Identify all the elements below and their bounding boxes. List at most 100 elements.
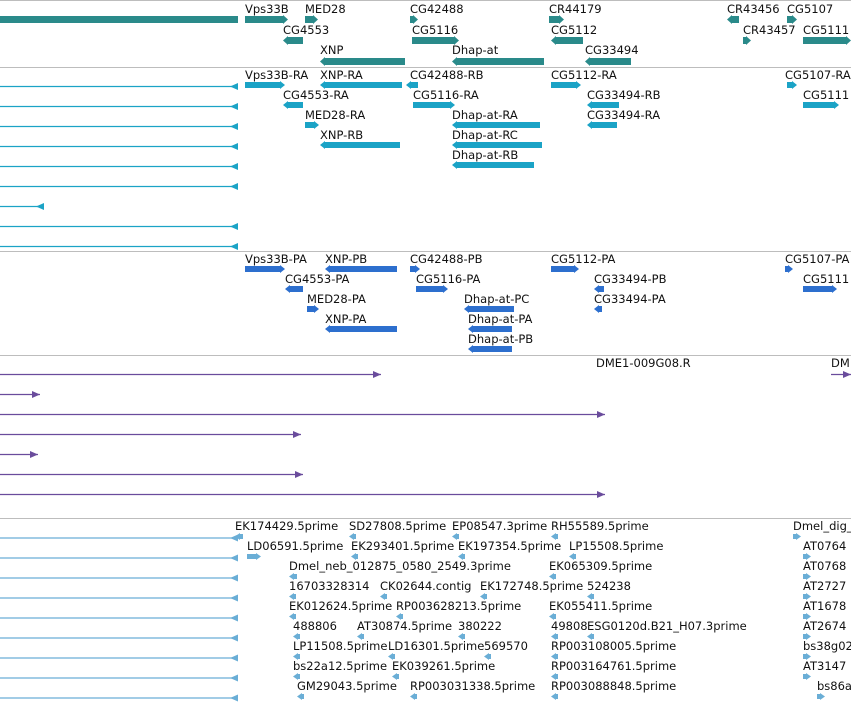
feature-glyph[interactable]: [551, 653, 558, 660]
feature-glyph[interactable]: [0, 554, 238, 562]
feature-glyph[interactable]: [452, 161, 534, 169]
feature-label[interactable]: CG5107-RA: [785, 68, 851, 82]
feature-label[interactable]: 16703328314: [289, 579, 370, 593]
feature-label[interactable]: CG5116-PA: [416, 272, 481, 286]
feature-glyph[interactable]: [587, 593, 594, 600]
feature-label[interactable]: XNP: [320, 43, 344, 57]
feature-label[interactable]: 569570: [484, 639, 528, 653]
feature-glyph[interactable]: [412, 36, 459, 45]
feature-label[interactable]: RP003088848.5prime: [551, 679, 677, 693]
feature-glyph[interactable]: [0, 614, 238, 622]
feature-label[interactable]: CG42488: [410, 2, 464, 16]
feature-glyph[interactable]: [468, 345, 512, 353]
feature-label[interactable]: CG5111: [803, 272, 850, 286]
feature-label[interactable]: CG5112: [551, 23, 598, 37]
feature-label[interactable]: LD06591.5prime: [247, 539, 344, 553]
feature-label[interactable]: CG5107: [787, 2, 834, 16]
feature-glyph[interactable]: [305, 15, 318, 24]
feature-label[interactable]: CG33494-RA: [587, 108, 661, 122]
feature-glyph[interactable]: [410, 693, 417, 700]
feature-label[interactable]: Dhap-at-PA: [468, 312, 533, 326]
feature-glyph[interactable]: [585, 57, 631, 66]
feature-glyph[interactable]: [551, 81, 581, 89]
feature-glyph[interactable]: [743, 36, 751, 45]
feature-label[interactable]: Vps33B-RA: [245, 68, 309, 82]
feature-glyph[interactable]: [0, 103, 238, 110]
feature-glyph[interactable]: [594, 285, 604, 293]
feature-glyph[interactable]: [293, 633, 300, 640]
feature-glyph[interactable]: [285, 285, 303, 293]
feature-glyph[interactable]: [293, 653, 300, 660]
feature-glyph[interactable]: [551, 633, 558, 640]
feature-glyph[interactable]: [349, 533, 356, 540]
feature-glyph[interactable]: [594, 305, 602, 313]
feature-label[interactable]: 524238: [587, 579, 631, 593]
feature-glyph[interactable]: [452, 533, 459, 540]
feature-glyph[interactable]: [413, 101, 455, 109]
feature-glyph[interactable]: [0, 371, 381, 378]
feature-label[interactable]: AT2727: [803, 579, 847, 593]
feature-glyph[interactable]: [785, 265, 793, 273]
feature-glyph[interactable]: [817, 693, 825, 700]
feature-label[interactable]: CG42488-RB: [410, 68, 484, 82]
feature-label[interactable]: ESG0120d.B21_H07.3prime: [587, 619, 747, 633]
feature-label[interactable]: 488806: [293, 619, 337, 633]
feature-glyph[interactable]: [0, 491, 605, 498]
feature-label[interactable]: CG33494-PA: [594, 292, 666, 306]
feature-glyph[interactable]: [549, 15, 564, 24]
feature-label[interactable]: CG5111: [803, 23, 850, 37]
feature-label[interactable]: EK293401.5prime: [351, 539, 455, 553]
feature-glyph[interactable]: [587, 121, 617, 129]
feature-glyph[interactable]: [0, 123, 238, 130]
feature-label[interactable]: Dhap-at: [452, 43, 499, 57]
feature-glyph[interactable]: [0, 16, 238, 23]
feature-glyph[interactable]: [551, 673, 558, 680]
feature-glyph[interactable]: [0, 694, 238, 702]
feature-glyph[interactable]: [727, 15, 739, 24]
feature-label[interactable]: CG5107-PA: [785, 252, 850, 266]
feature-glyph[interactable]: [549, 573, 556, 580]
feature-glyph[interactable]: [410, 265, 420, 273]
feature-glyph[interactable]: [452, 57, 544, 66]
feature-glyph[interactable]: [0, 411, 605, 418]
feature-label[interactable]: CR43456: [727, 2, 780, 16]
feature-glyph[interactable]: [787, 81, 797, 89]
feature-glyph[interactable]: [320, 141, 400, 149]
feature-glyph[interactable]: [551, 533, 558, 540]
feature-glyph[interactable]: [803, 553, 811, 560]
feature-label[interactable]: 49808: [551, 619, 588, 633]
feature-glyph[interactable]: [320, 57, 405, 66]
feature-label[interactable]: EK174429.5prime: [235, 519, 339, 533]
feature-glyph[interactable]: [283, 36, 303, 45]
feature-glyph[interactable]: [410, 15, 418, 24]
feature-glyph[interactable]: [0, 431, 301, 438]
feature-label[interactable]: EK055411.5prime: [549, 599, 653, 613]
feature-glyph[interactable]: [245, 265, 285, 273]
feature-glyph[interactable]: [464, 305, 514, 313]
feature-glyph[interactable]: [803, 36, 851, 45]
feature-glyph[interactable]: [388, 653, 395, 660]
feature-label[interactable]: AT30874.5prime: [357, 619, 453, 633]
feature-glyph[interactable]: [803, 673, 811, 680]
feature-glyph[interactable]: [396, 613, 403, 620]
feature-label[interactable]: MED28-RA: [305, 108, 366, 122]
feature-glyph[interactable]: [289, 573, 297, 580]
feature-label[interactable]: EK012624.5prime: [289, 599, 393, 613]
feature-label[interactable]: XNP-RB: [320, 128, 364, 142]
feature-glyph[interactable]: [452, 141, 542, 149]
feature-glyph[interactable]: [406, 81, 418, 89]
feature-glyph[interactable]: [587, 633, 594, 640]
feature-glyph[interactable]: [305, 121, 319, 129]
feature-glyph[interactable]: [468, 325, 512, 333]
feature-label[interactable]: CG5116: [412, 23, 459, 37]
feature-glyph[interactable]: [803, 613, 811, 620]
feature-label[interactable]: CR44179: [549, 2, 602, 16]
feature-label[interactable]: DM: [831, 356, 850, 370]
feature-glyph[interactable]: [458, 553, 465, 560]
feature-label[interactable]: CG33494-PB: [594, 272, 667, 286]
feature-label[interactable]: AT3147: [803, 659, 847, 673]
feature-glyph[interactable]: [551, 693, 558, 700]
feature-glyph[interactable]: [569, 553, 576, 560]
feature-label[interactable]: Vps33B: [245, 2, 289, 16]
